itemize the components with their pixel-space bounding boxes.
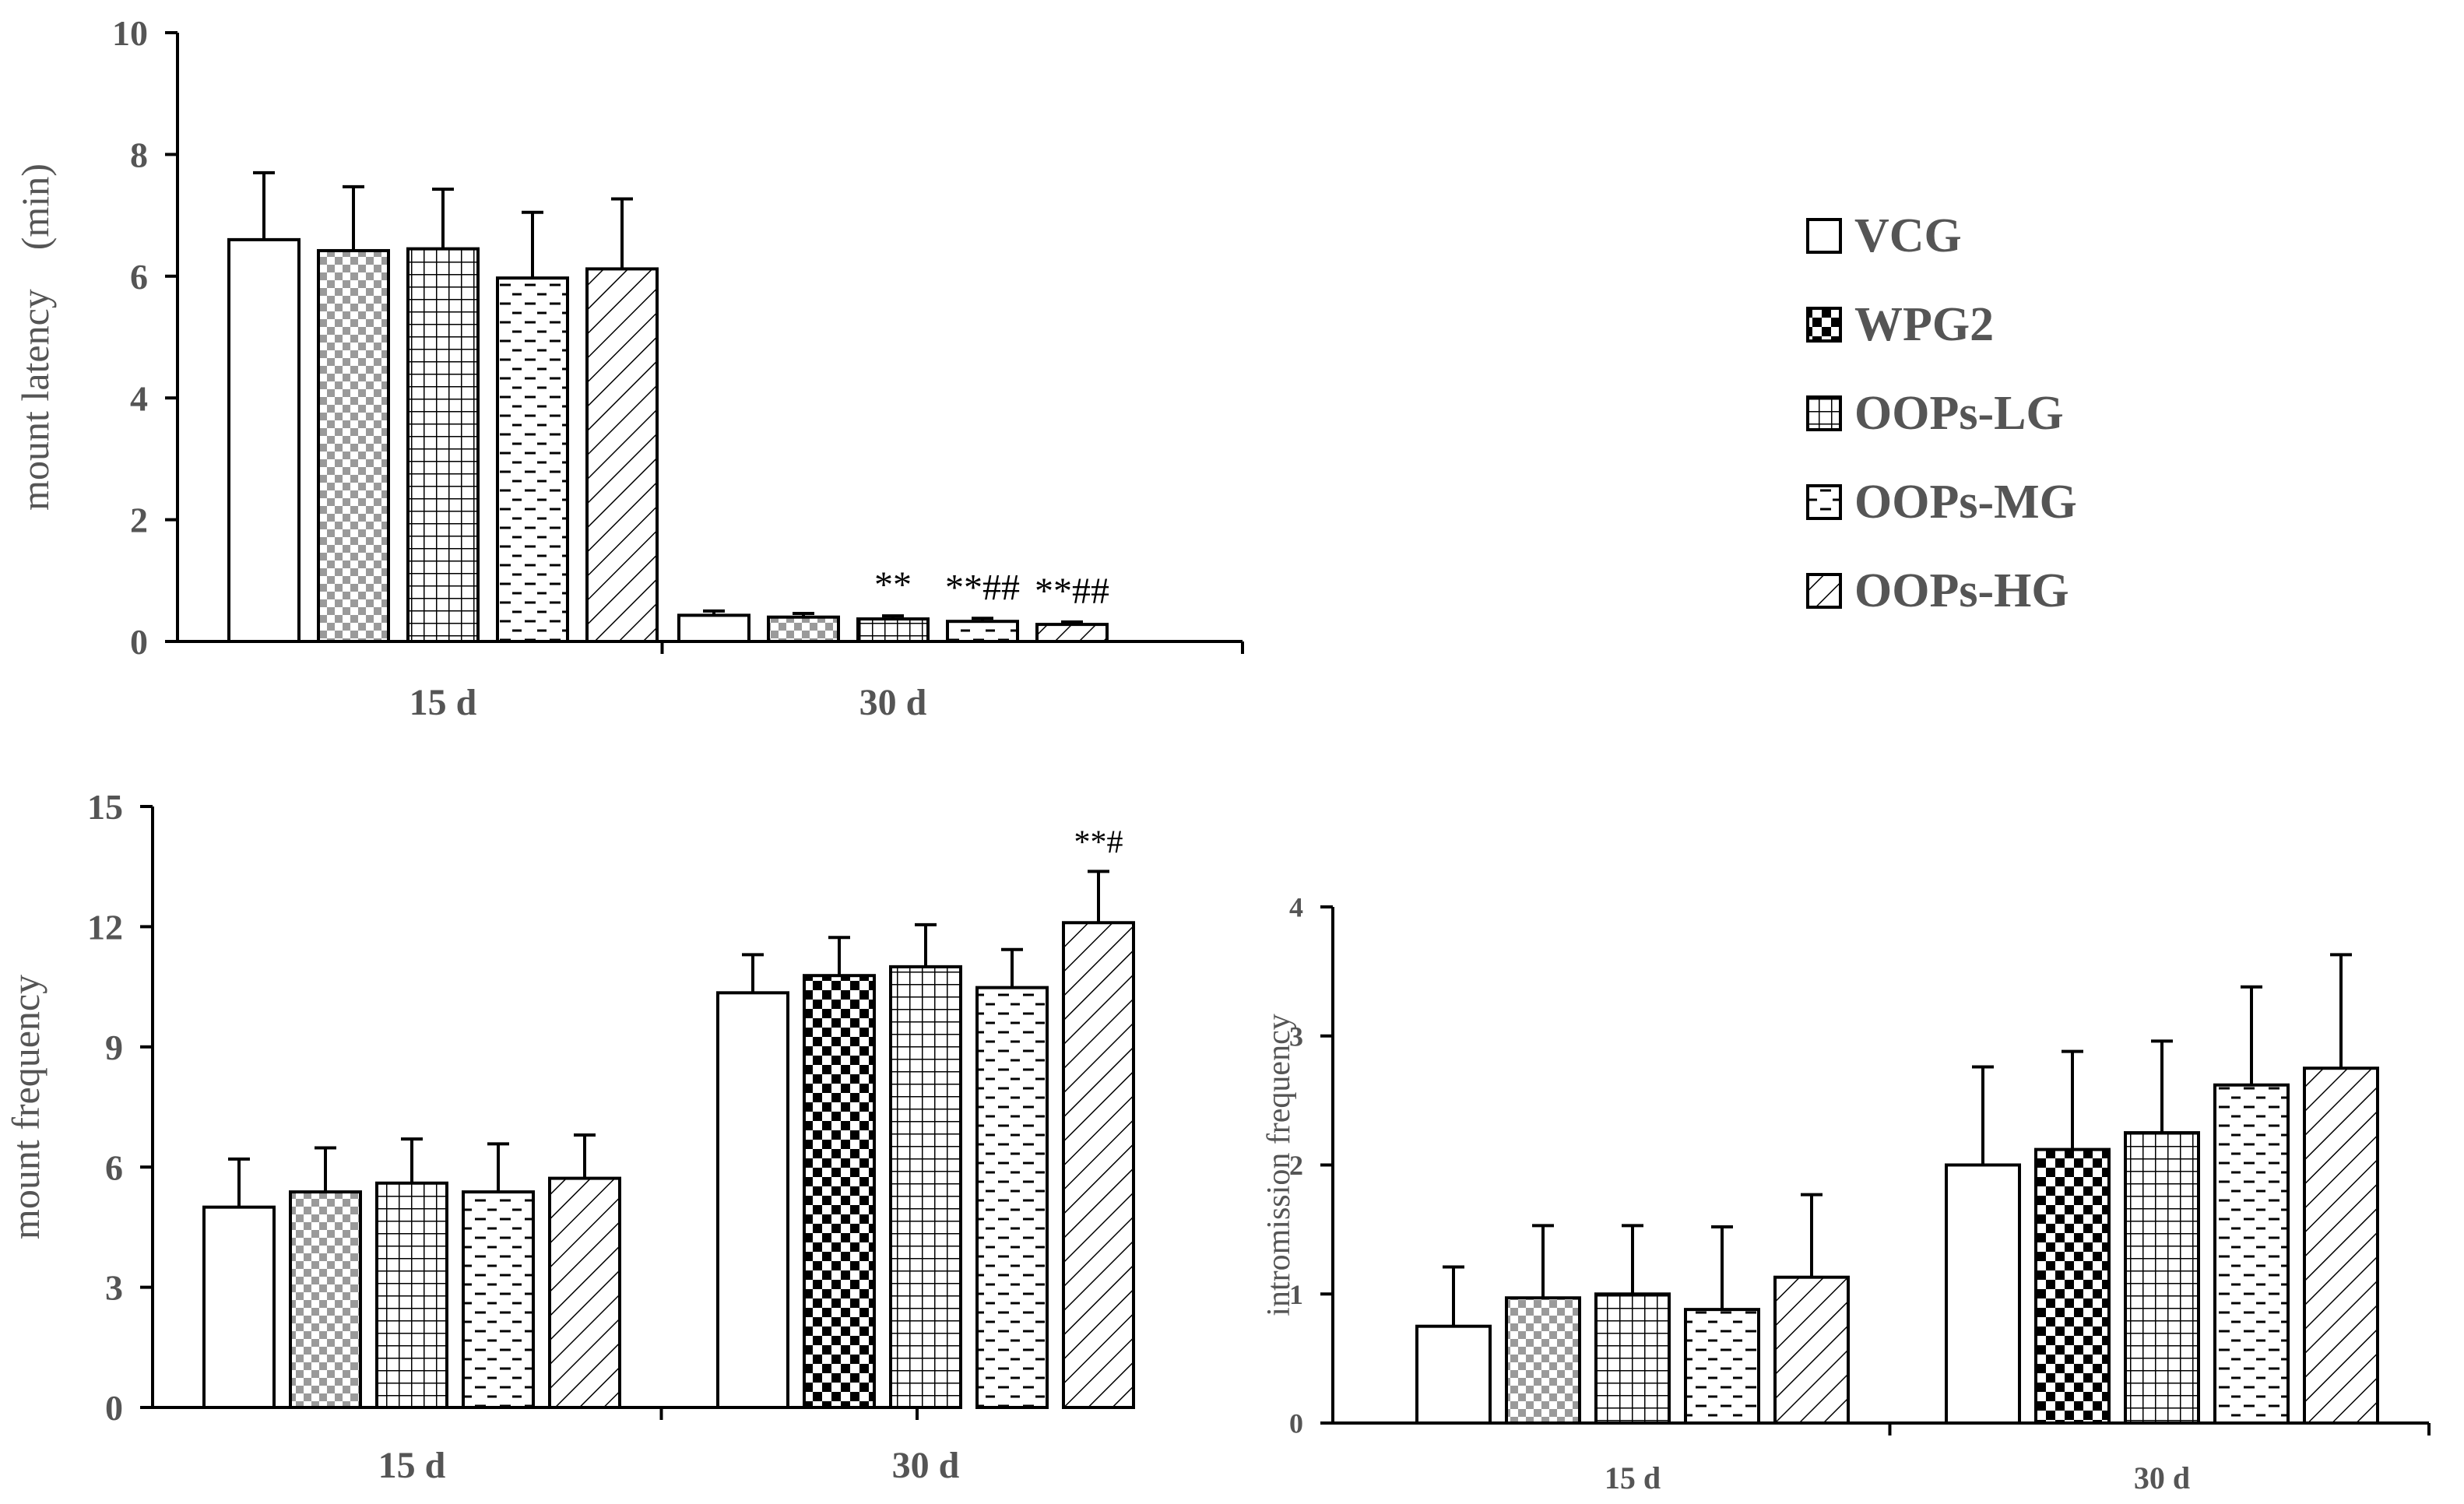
legend-label: WPG2 <box>1854 298 1994 351</box>
bar-oops-lg-1 <box>856 617 930 643</box>
x-category-label: 15 d <box>378 1445 446 1486</box>
bar-vcg-0 <box>227 237 301 643</box>
bar-vcg-0 <box>202 1205 276 1409</box>
x-category-label: 30 d <box>859 682 927 723</box>
bar-oops-mg-1 <box>946 620 1019 643</box>
y-tick-label: 8 <box>130 135 148 175</box>
bar-vcg-1 <box>716 991 789 1409</box>
x-category-label: 15 d <box>409 682 477 723</box>
y-axis-title: mount frequency <box>4 975 47 1239</box>
bar-oops-mg-0 <box>1684 1308 1760 1425</box>
legend-swatch-oops-lg <box>1806 395 1842 431</box>
bar-wpg2-1 <box>2034 1147 2111 1425</box>
bar-oops-hg-0 <box>1773 1275 1850 1425</box>
y-tick-label: 0 <box>1289 1408 1303 1439</box>
bar-oops-mg-0 <box>496 276 569 643</box>
bar-vcg-1 <box>677 613 750 644</box>
y-tick-label: 2 <box>130 501 148 540</box>
significance-label: **## <box>945 567 1020 608</box>
x-category-label: 15 d <box>1605 1460 1661 1495</box>
y-tick-label: 6 <box>130 257 148 297</box>
bar-oops-lg-1 <box>2124 1131 2200 1425</box>
x-category-label: 30 d <box>892 1445 960 1486</box>
bar-oops-mg-1 <box>2213 1083 2290 1425</box>
bar-oops-hg-1 <box>2303 1067 2379 1425</box>
intromission-frequency-chart: 0 1 2 3 4 intromission frequency 15 d 30 d <box>1261 892 2431 1495</box>
significance-label: **## <box>1035 571 1109 612</box>
bar-wpg2-1 <box>803 974 876 1409</box>
y-tick-label: 12 <box>87 908 123 947</box>
y-tick-label: 4 <box>130 378 148 418</box>
x-category-label: 30 d <box>2134 1460 2190 1495</box>
y-tick-label: 2 <box>1289 1150 1303 1181</box>
legend-swatch-oops-hg <box>1806 573 1842 609</box>
y-tick-label: 4 <box>1289 892 1303 923</box>
legend-swatch-oops-mg <box>1806 484 1842 520</box>
bar-oops-hg-1 <box>1062 921 1135 1409</box>
bar-oops-hg-0 <box>548 1176 621 1410</box>
y-tick-label: 9 <box>105 1028 123 1067</box>
y-tick-label: 3 <box>105 1268 123 1308</box>
y-tick-label: 1 <box>1289 1279 1303 1310</box>
y-axis-title: intromission frequency <box>1261 1014 1297 1316</box>
y-tick-label: 15 <box>87 787 123 827</box>
legend-label: VCG <box>1854 209 1962 262</box>
legend-swatch-wpg2 <box>1806 307 1842 343</box>
bar-oops-lg-0 <box>406 247 480 643</box>
bar-oops-hg-0 <box>585 267 659 643</box>
bar-wpg2-1 <box>767 615 840 643</box>
legend-label: OOPs-LG <box>1854 387 2064 440</box>
y-axis-title: mount latency (min) <box>13 163 57 511</box>
mount-frequency-chart: 0 3 6 9 12 15 mount frequency 15 d **# 30 d <box>4 787 1135 1486</box>
mount-latency-chart: 0 2 4 6 8 10 mount latency (min) 15 d ** **## **##… <box>13 13 1244 723</box>
significance-label: ** <box>874 564 912 606</box>
y-tick-label: 6 <box>105 1147 123 1187</box>
bar-wpg2-0 <box>317 248 390 643</box>
bar-oops-lg-0 <box>1594 1292 1671 1425</box>
y-tick-label: 0 <box>105 1388 123 1428</box>
significance-label: **# <box>1074 824 1123 860</box>
legend-label: OOPs-HG <box>1854 564 2069 617</box>
bar-oops-lg-0 <box>375 1181 448 1409</box>
y-tick-label: 10 <box>112 13 148 53</box>
bar-oops-mg-0 <box>462 1190 535 1410</box>
y-tick-label: 0 <box>130 622 148 662</box>
legend-swatch-vcg <box>1806 218 1842 254</box>
bar-oops-mg-1 <box>975 986 1049 1409</box>
y-tick-label: 3 <box>1289 1021 1303 1052</box>
bar-vcg-0 <box>1415 1324 1492 1425</box>
bar-wpg2-0 <box>1505 1296 1581 1425</box>
bar-oops-hg-1 <box>1035 623 1109 644</box>
legend: VCG WPG2 OOPs-LG OOPs-MG OOPs-HG <box>1806 209 2077 617</box>
bar-oops-lg-1 <box>889 965 962 1410</box>
bar-vcg-1 <box>1945 1163 2021 1425</box>
legend-label: OOPs-MG <box>1854 476 2077 529</box>
bar-wpg2-0 <box>289 1190 362 1410</box>
